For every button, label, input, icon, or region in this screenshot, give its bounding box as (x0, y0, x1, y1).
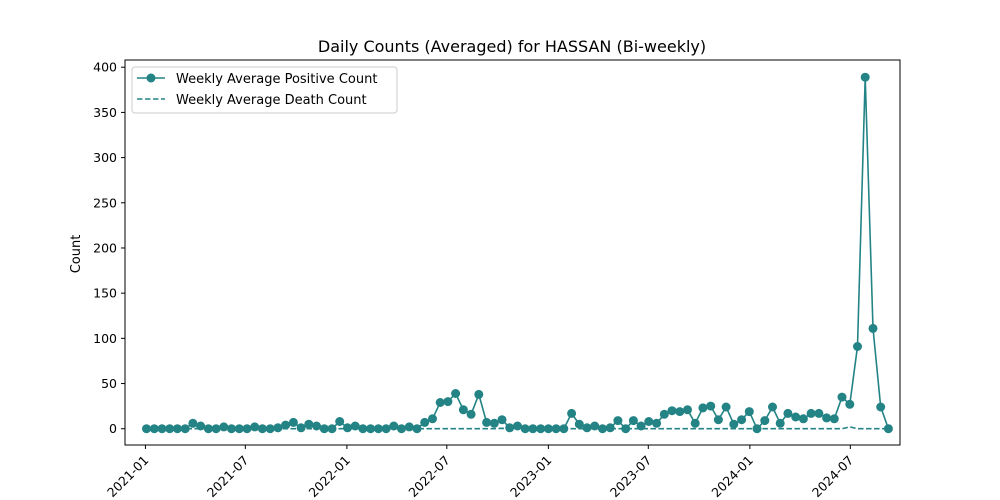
positive-count-point (744, 407, 754, 417)
positive-count-point (822, 413, 832, 423)
positive-count-point (768, 402, 777, 412)
positive-count-point (737, 415, 747, 425)
positive-count-point (157, 424, 167, 434)
positive-count-point (814, 408, 824, 418)
y-tick-label: 0 (109, 421, 117, 436)
positive-count-point (404, 422, 414, 432)
positive-count-point (451, 389, 461, 398)
positive-count-point (659, 409, 669, 419)
positive-count-point (837, 392, 847, 402)
positive-count-point (482, 417, 492, 427)
positive-count-point (713, 415, 723, 425)
positive-count-point (621, 424, 631, 434)
positive-count-point (180, 424, 190, 434)
legend: Weekly Average Positive Count Weekly Ave… (131, 66, 398, 114)
positive-count-point (683, 405, 692, 415)
chart-title: Daily Counts (Averaged) for HASSAN (Bi-w… (318, 37, 706, 56)
positive-count-point (706, 401, 716, 411)
positive-count-point (806, 408, 816, 418)
y-tick-label: 400 (93, 60, 117, 75)
positive-count-point (883, 424, 893, 434)
y-tick-label: 200 (93, 240, 117, 255)
legend-positive-label: Weekly Average Positive Count (176, 72, 377, 87)
positive-count-point (273, 423, 283, 433)
positive-count-point (188, 418, 198, 428)
positive-count-point (845, 399, 855, 409)
positive-count-point (667, 406, 677, 416)
positive-count-point (783, 408, 793, 418)
positive-count-point (791, 412, 801, 422)
positive-count-point (211, 424, 221, 434)
positive-count-point (281, 420, 291, 430)
positive-count-point (860, 72, 870, 82)
positive-count-point (435, 398, 445, 407)
positive-count-point (165, 424, 175, 434)
positive-count-point (489, 418, 499, 428)
positive-count-point (876, 402, 886, 412)
positive-count-point (628, 416, 638, 426)
positive-count-point (798, 414, 808, 424)
positive-count-point (644, 417, 654, 426)
positive-count-point (420, 417, 430, 427)
y-axis-label: Count (69, 235, 84, 274)
y-tick-label: 150 (93, 286, 117, 301)
positive-count-point (466, 409, 476, 419)
positive-count-point (567, 408, 577, 418)
positive-count-point (775, 418, 785, 428)
positive-count-point (203, 424, 213, 434)
positive-count-point (288, 417, 298, 427)
positive-count-point (698, 403, 708, 413)
legend-positive-marker (146, 73, 156, 83)
series-layer (142, 72, 893, 434)
positive-count-point (505, 423, 515, 433)
positive-count-point (149, 424, 159, 434)
y-tick-label: 50 (101, 376, 117, 391)
positive-count-point (335, 417, 345, 426)
positive-count-point (397, 424, 406, 434)
y-ticks: 0 50 100 150 200 250 300 350 400 (93, 60, 125, 436)
y-tick-label: 300 (93, 150, 117, 165)
legend-death-label: Weekly Average Death Count (176, 93, 367, 108)
positive-count-point (605, 423, 615, 433)
positive-count-point (381, 424, 391, 434)
positive-count-point (412, 424, 422, 434)
positive-count-point (474, 389, 484, 399)
positive-count-point (652, 418, 662, 428)
positive-count-point (343, 423, 352, 433)
positive-count-point (868, 323, 878, 333)
positive-count-point (458, 405, 468, 415)
plot-frame (124, 59, 901, 446)
positive-count-point (443, 397, 453, 407)
positive-count-point (574, 419, 584, 429)
positive-count-point (829, 414, 839, 424)
positive-count-point (675, 407, 685, 417)
positive-count-point (373, 424, 383, 434)
legend-box (131, 66, 398, 114)
death-count-line (146, 426, 889, 430)
positive-count-point (497, 415, 507, 425)
positive-count-point (582, 423, 592, 433)
positive-count-point (613, 416, 623, 426)
positive-count-point (219, 422, 229, 432)
positive-count-point (304, 419, 314, 429)
positive-count-point (853, 342, 862, 351)
positive-count-point (428, 414, 437, 424)
positive-count-point (760, 416, 770, 426)
positive-count-point (296, 423, 306, 433)
positive-count-point (721, 402, 731, 412)
positive-count-point (690, 418, 700, 428)
y-tick-label: 350 (93, 105, 117, 120)
y-tick-label: 100 (93, 331, 117, 346)
positive-count-point (250, 422, 260, 432)
positive-count-point (729, 419, 739, 429)
y-tick-label: 250 (93, 195, 117, 210)
positive-count-point (172, 424, 182, 434)
